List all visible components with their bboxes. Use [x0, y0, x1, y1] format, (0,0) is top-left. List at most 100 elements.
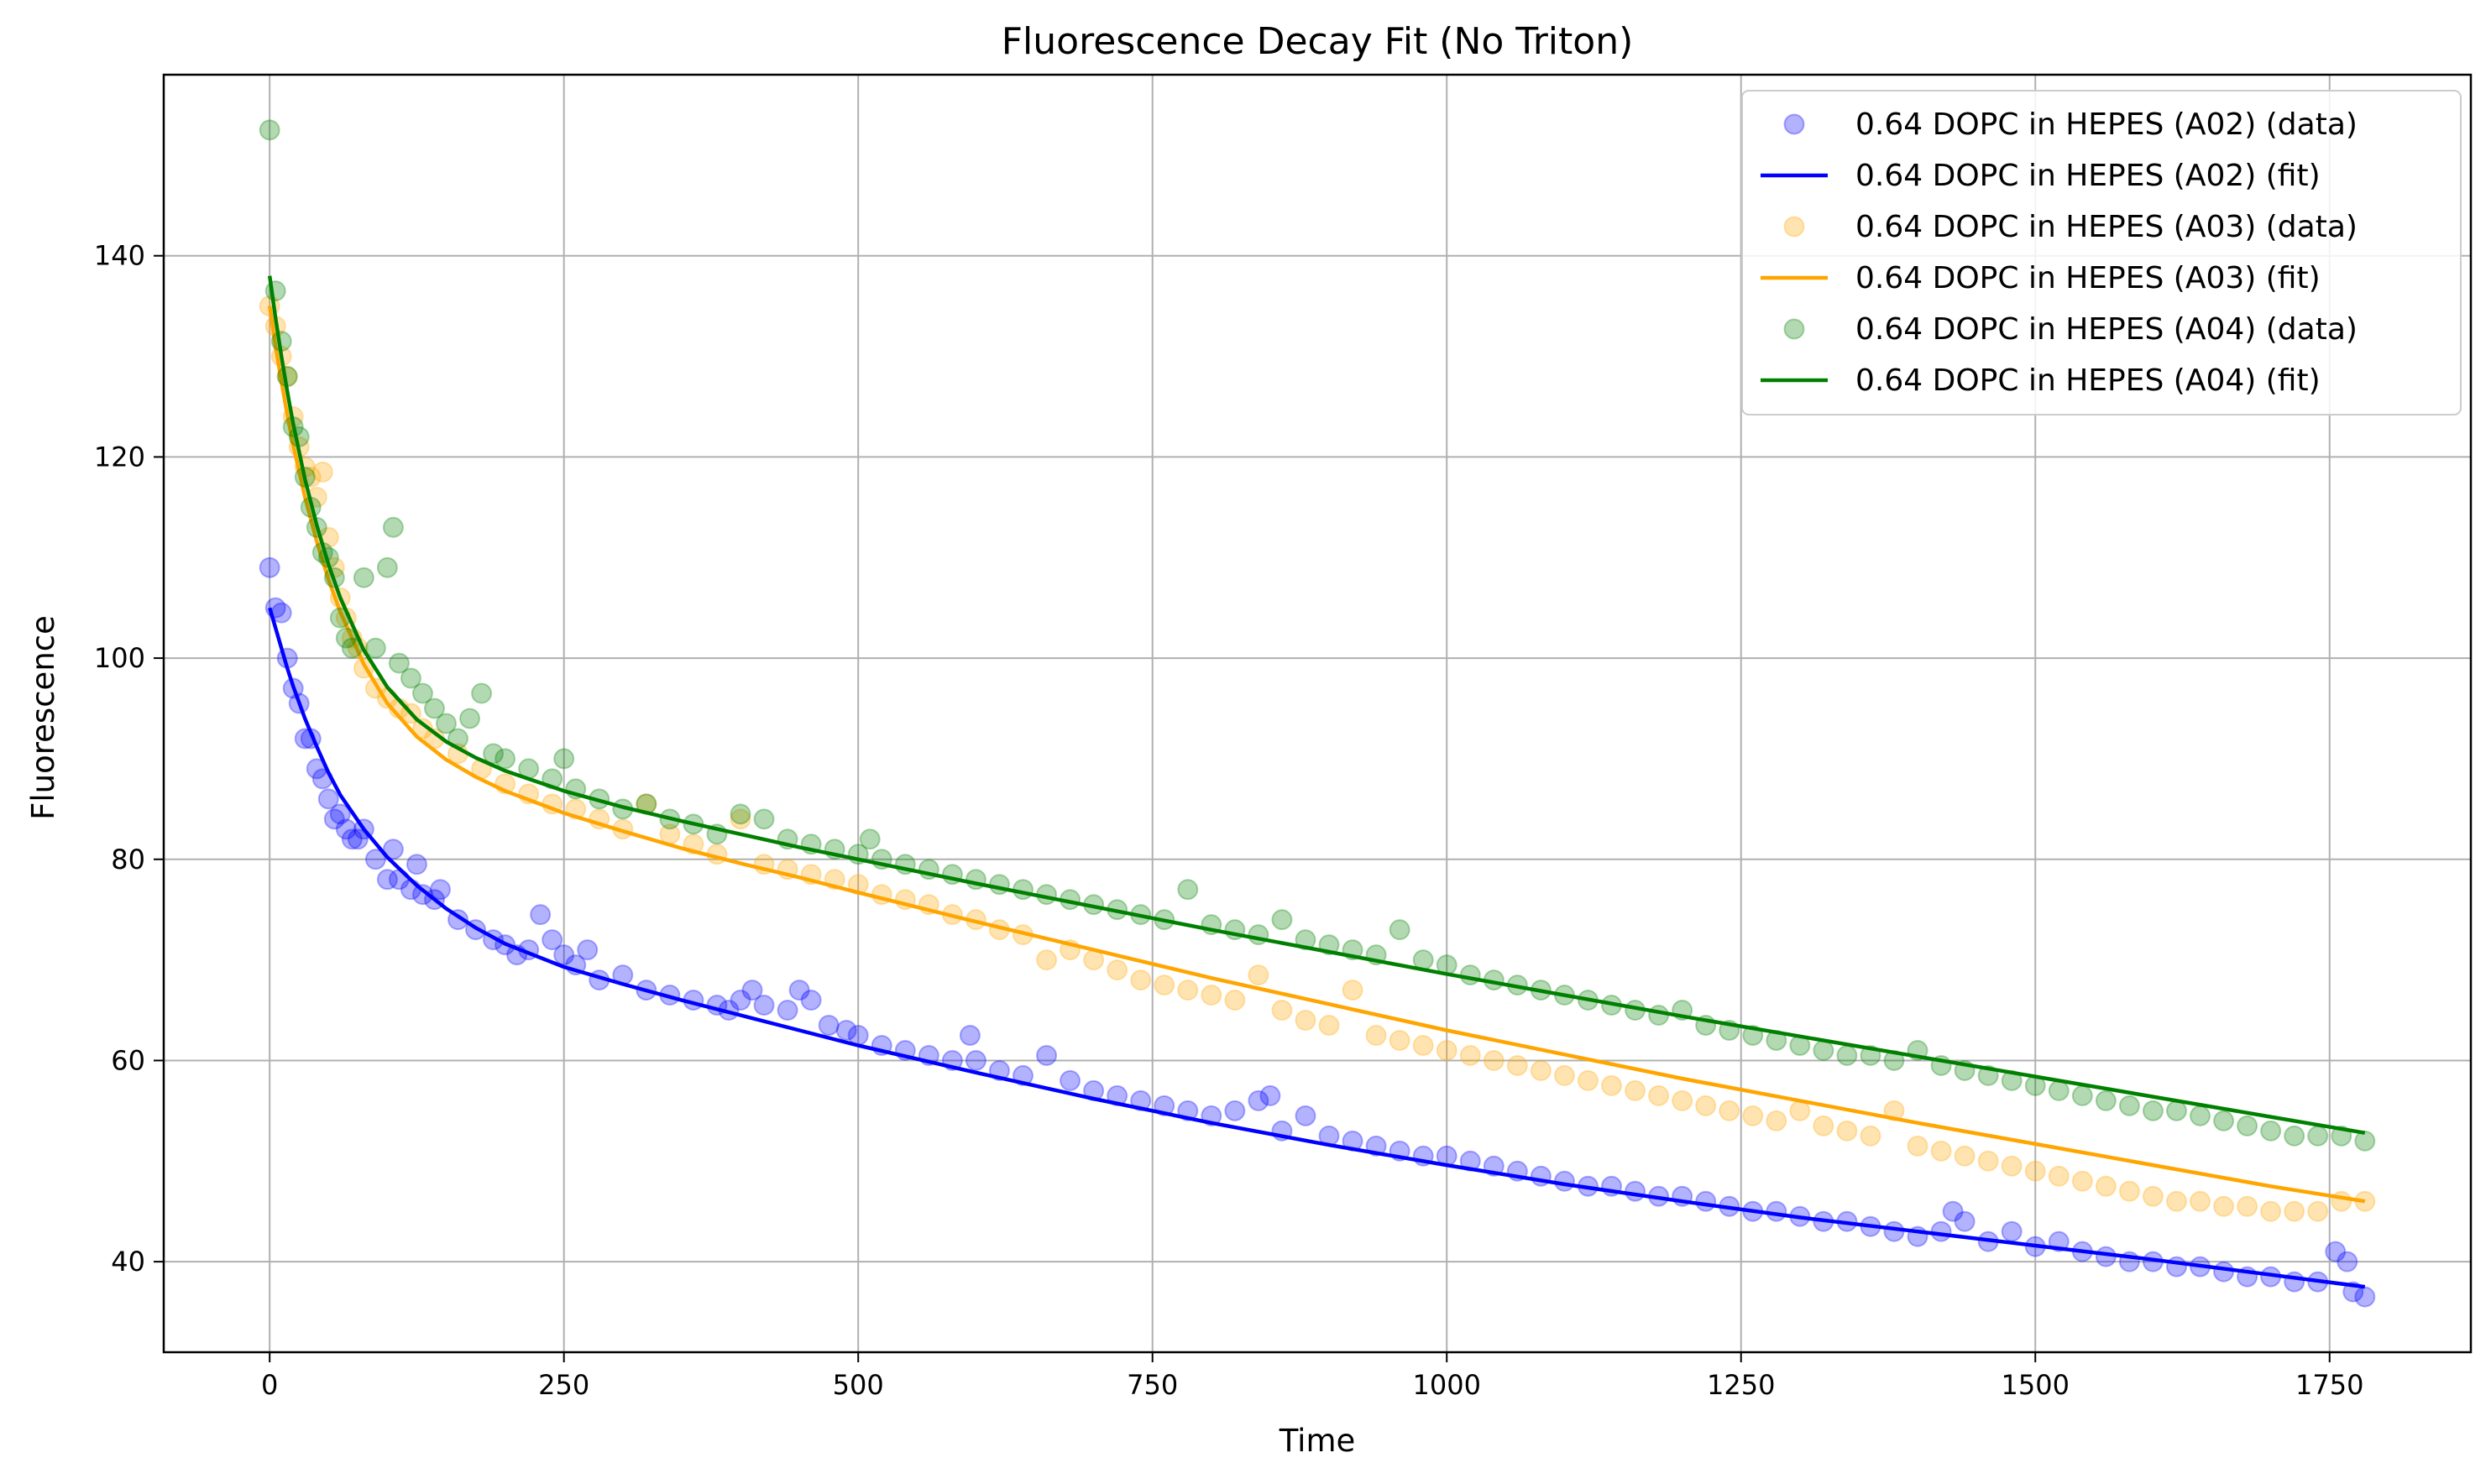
data-point — [347, 828, 369, 850]
data-point — [483, 743, 505, 765]
y-tick-label: 120 — [94, 441, 145, 473]
data-point — [1389, 1029, 1410, 1051]
x-tick-label: 250 — [538, 1369, 589, 1401]
series-1 — [268, 607, 2366, 1289]
legend-box — [1741, 90, 2462, 415]
data-point — [1883, 1100, 1905, 1121]
y-tick-label: 40 — [111, 1246, 145, 1278]
data-point — [459, 708, 481, 729]
data-point — [1060, 1069, 1081, 1091]
data-point — [753, 995, 775, 1016]
data-point — [364, 637, 386, 659]
data-point — [1625, 1079, 1646, 1101]
fit-line — [267, 275, 2366, 1135]
data-point — [2213, 1261, 2235, 1283]
data-point — [1836, 1044, 1858, 1066]
data-point — [353, 567, 374, 588]
series-5 — [267, 275, 2366, 1135]
data-point — [382, 839, 404, 860]
data-point — [730, 990, 751, 1011]
x-tick-label: 1000 — [1413, 1369, 1481, 1401]
data-point — [1459, 964, 1481, 986]
data-point — [1295, 1010, 1316, 1032]
data-point — [2165, 1190, 2187, 1212]
data-point — [1766, 1110, 1787, 1131]
data-point — [388, 652, 410, 674]
data-point — [835, 1020, 857, 1042]
y-tick-label: 140 — [94, 240, 145, 272]
data-point — [1789, 1100, 1811, 1121]
x-axis-label: Time — [1279, 1423, 1356, 1459]
y-axis-ticks: 40 60 80 100 120 140 — [94, 240, 164, 1278]
data-point — [1813, 1115, 1834, 1137]
data-point — [1695, 1190, 1717, 1212]
data-point — [1177, 879, 1199, 901]
data-point — [1742, 1105, 1764, 1126]
data-point — [2354, 1286, 2376, 1308]
fit-line — [267, 306, 2366, 1204]
x-tick-label: 1750 — [2295, 1369, 2363, 1401]
data-point — [2213, 1110, 2235, 1131]
data-point — [435, 713, 457, 734]
legend-label: 0.64 DOPC in HEPES (A02) (data) — [1855, 107, 2358, 142]
data-point — [2095, 1175, 2117, 1197]
data-point — [1224, 990, 1246, 1011]
data-point — [1553, 1170, 1575, 1192]
data-point — [411, 718, 433, 739]
y-tick-label: 100 — [94, 642, 145, 674]
series-0 — [259, 556, 2376, 1308]
data-point — [1154, 975, 1175, 996]
data-point — [2325, 1241, 2347, 1262]
data-point — [1954, 1145, 1976, 1167]
data-point — [2095, 1089, 2117, 1111]
data-point — [2142, 1100, 2164, 1121]
data-point — [2001, 1220, 2023, 1242]
data-point — [730, 808, 751, 830]
y-tick-label: 60 — [111, 1044, 145, 1076]
y-tick-label: 80 — [111, 844, 145, 875]
data-point — [859, 828, 881, 850]
data-point — [1459, 1044, 1481, 1066]
data-point — [1930, 1220, 1952, 1242]
data-point — [1648, 1084, 1670, 1106]
data-point — [1436, 1039, 1457, 1061]
data-point — [1577, 1069, 1599, 1091]
data-point — [2237, 1195, 2258, 1217]
data-point — [2260, 1200, 2282, 1222]
data-point — [753, 808, 775, 830]
data-point — [777, 1000, 798, 1022]
data-point — [2048, 1165, 2070, 1187]
data-point — [264, 280, 286, 302]
data-point — [411, 884, 433, 906]
data-point — [1107, 959, 1128, 981]
data-point — [2237, 1115, 2258, 1137]
data-point — [1506, 1054, 1528, 1076]
data-point — [411, 682, 433, 704]
x-tick-label: 1250 — [1707, 1369, 1775, 1401]
legend-label: 0.64 DOPC in HEPES (A03) (fit) — [1855, 261, 2321, 295]
data-point — [259, 556, 280, 578]
data-point — [1719, 1100, 1740, 1121]
data-point — [2307, 1125, 2329, 1147]
data-point — [406, 854, 427, 875]
data-point — [1224, 1100, 1246, 1121]
x-tick-label: 0 — [261, 1369, 278, 1401]
data-point — [259, 119, 280, 141]
data-point — [2118, 1095, 2140, 1116]
series-3 — [267, 306, 2366, 1204]
data-point — [1483, 1049, 1505, 1071]
data-point — [1530, 1059, 1552, 1081]
data-point — [2048, 1079, 2070, 1101]
data-point — [2337, 1251, 2358, 1272]
data-point — [471, 682, 493, 704]
data-point — [1695, 1095, 1717, 1116]
data-point — [1648, 1005, 1670, 1027]
data-point — [2213, 1195, 2235, 1217]
data-point — [382, 516, 404, 538]
data-point — [1412, 1034, 1434, 1056]
data-point — [1365, 1024, 1387, 1046]
data-point — [2118, 1180, 2140, 1202]
data-point — [1907, 1135, 1928, 1157]
chart-title: Fluorescence Decay Fit (No Triton) — [1002, 20, 1634, 63]
data-point — [311, 461, 333, 483]
